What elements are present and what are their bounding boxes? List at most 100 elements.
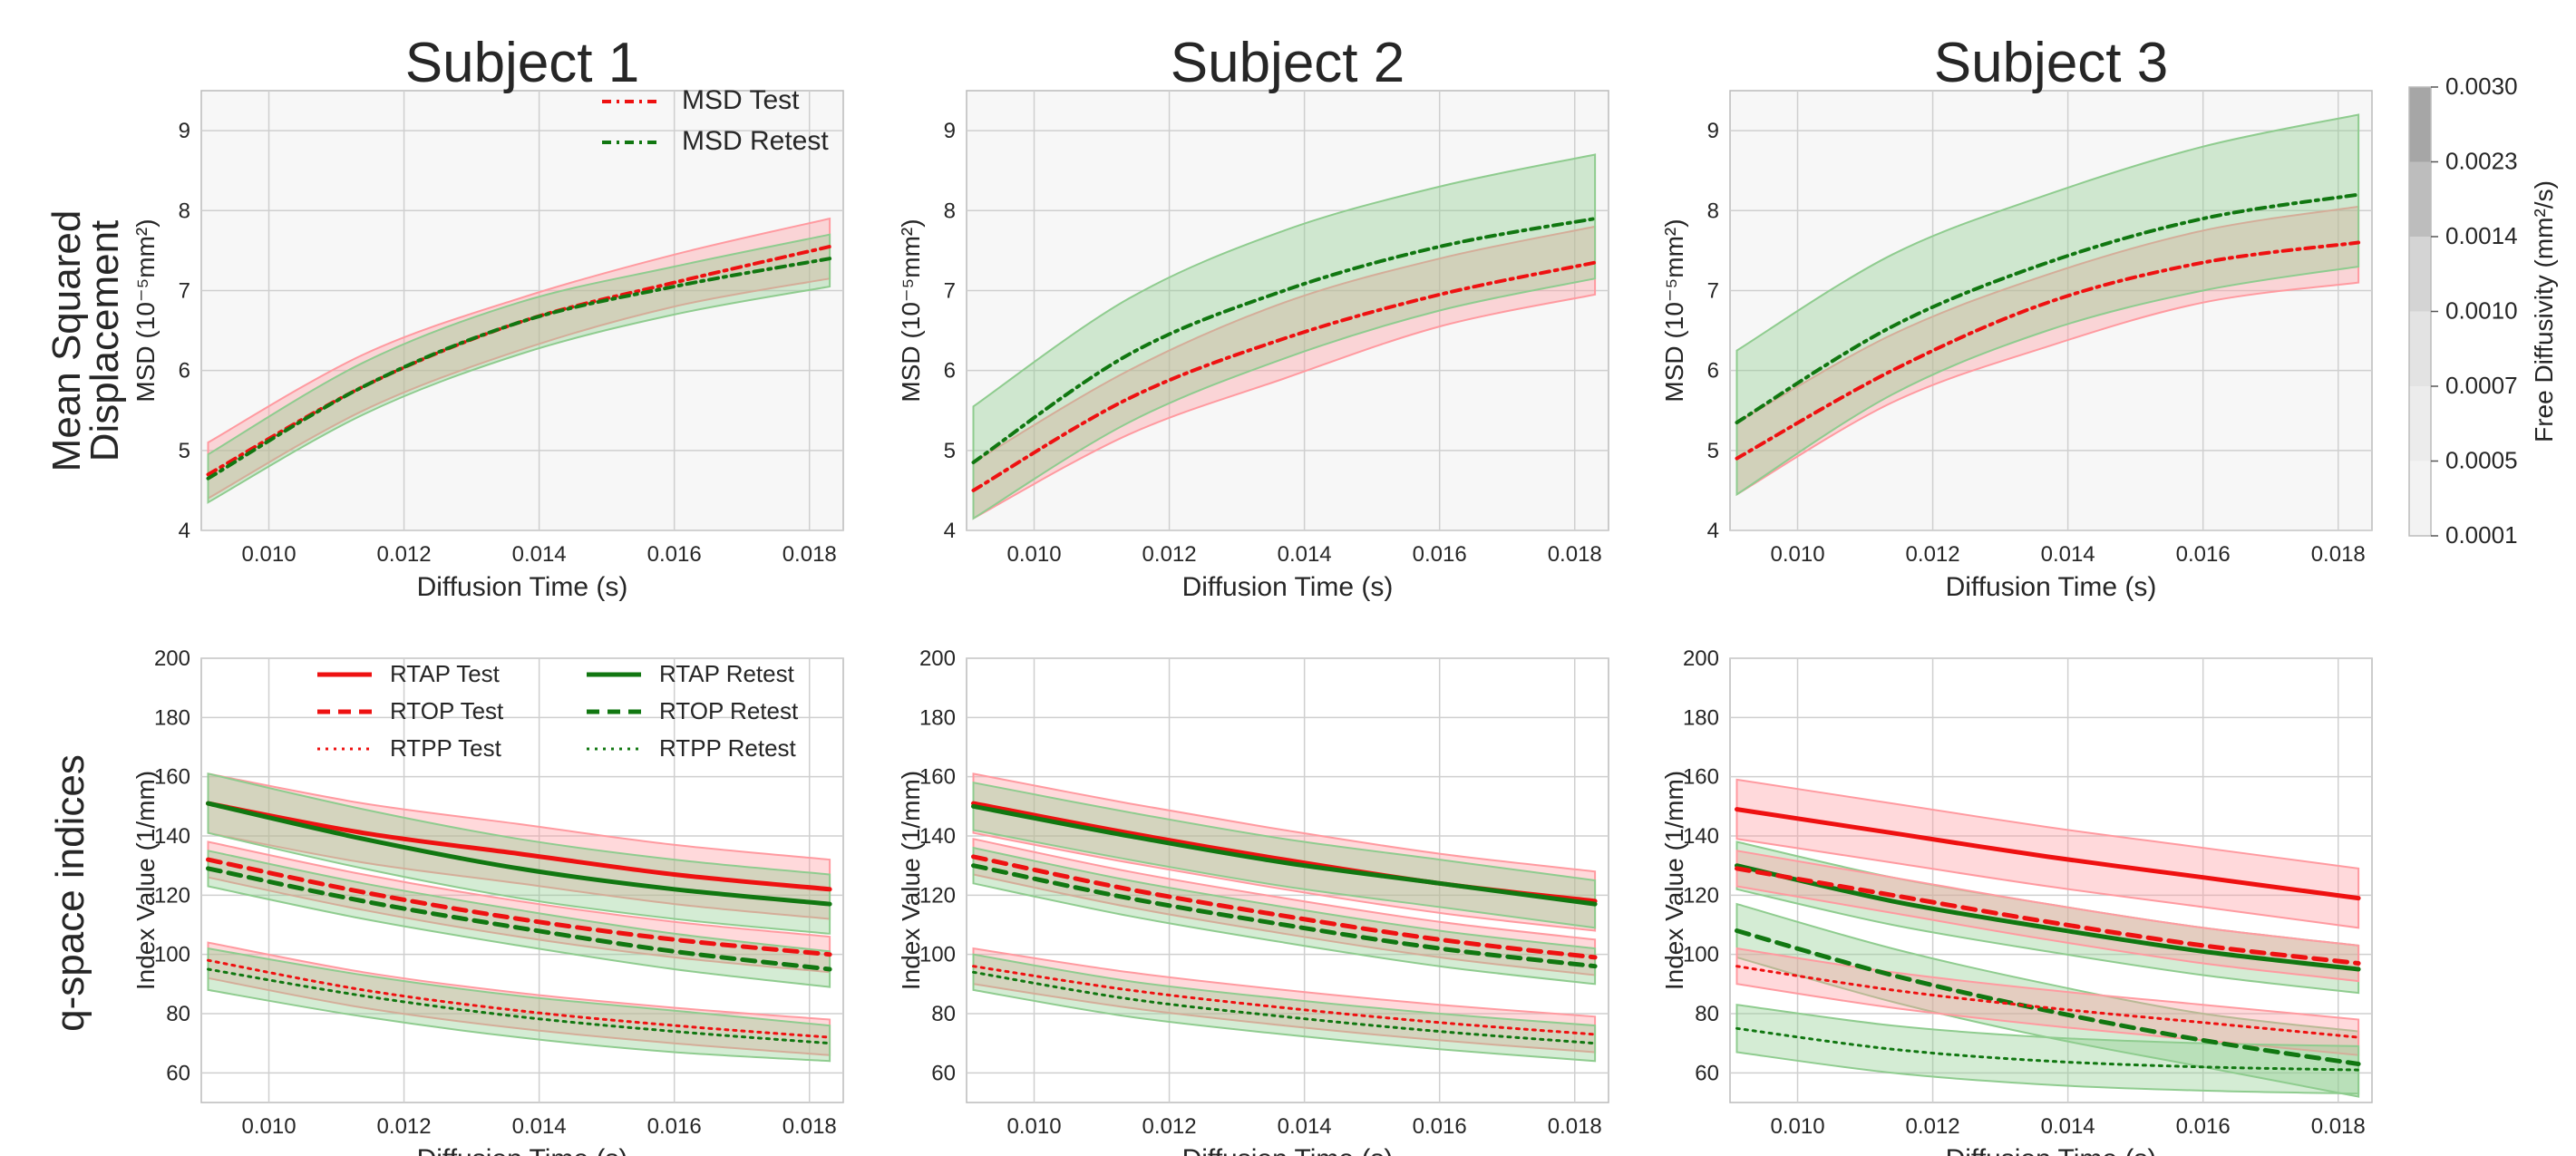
y-tick-label: 5 bbox=[1707, 439, 1719, 463]
x-axis-label: Diffusion Time (s) bbox=[1946, 1144, 2157, 1156]
y-tick-label: 120 bbox=[1683, 883, 1719, 908]
colorbar-tick-label: 0.0007 bbox=[2445, 372, 2518, 399]
y-tick-label: 140 bbox=[919, 824, 956, 849]
series-group bbox=[206, 772, 832, 1063]
series-line-msd-test bbox=[1735, 240, 2361, 461]
colorbar: 0.0030 0.0023 0.0014 0.0010 0.0007 0.0005 0.00… bbox=[2408, 73, 2558, 549]
x-tick-label: 0.018 bbox=[2311, 542, 2366, 567]
y-axis-label: Index Value (1/mm) bbox=[897, 771, 925, 990]
legend: MSD Test MSD Retest bbox=[602, 85, 829, 156]
band-rtpp-retest bbox=[207, 947, 831, 1063]
band-rtap-retest bbox=[972, 781, 1597, 929]
y-tick-label: 8 bbox=[179, 199, 190, 223]
x-tick-label: 0.018 bbox=[783, 1114, 837, 1139]
y-axis-label: Index Value (1/mm) bbox=[1660, 771, 1688, 990]
colorbar-segment-4 bbox=[2409, 386, 2431, 461]
y-tick-label: 6 bbox=[179, 359, 190, 384]
legend-entry: RTPP Retest bbox=[659, 734, 797, 762]
panel-title: Subject 2 bbox=[1171, 32, 1405, 94]
grid bbox=[967, 657, 1609, 1103]
plot-background bbox=[200, 90, 844, 531]
x-axis-label: Diffusion Time (s) bbox=[417, 1144, 628, 1156]
band-rtap-test bbox=[1735, 778, 2360, 929]
panel-title: Subject 3 bbox=[1934, 32, 2169, 94]
y-tick-label: 6 bbox=[944, 359, 956, 384]
y-tick-label: 7 bbox=[944, 278, 956, 303]
x-tick-label: 0.010 bbox=[241, 542, 296, 567]
colorbar-segment-5 bbox=[2409, 461, 2431, 536]
band-msd-retest bbox=[972, 153, 1597, 520]
series-line-rtop-retest bbox=[1735, 928, 2361, 1066]
panel-title: Subject 1 bbox=[405, 32, 640, 94]
series-line-rtpp-test bbox=[972, 965, 1597, 1036]
x-tick-label: 0.014 bbox=[2041, 542, 2095, 567]
series-line-msd-retest bbox=[1735, 192, 2361, 424]
y-tick-label: 6 bbox=[1707, 359, 1719, 384]
row-label-qspace: q-space indices bbox=[48, 754, 92, 1032]
row-label-msd-line2: Displacement bbox=[83, 220, 127, 462]
x-tick-label: 0.012 bbox=[1906, 1114, 1960, 1139]
band-rtop-test bbox=[1735, 850, 2360, 983]
colorbar-tick-label: 0.0001 bbox=[2445, 521, 2518, 549]
series-group bbox=[1735, 778, 2361, 1098]
grid bbox=[1730, 91, 2372, 531]
band-rtop-retest bbox=[1735, 902, 2360, 1098]
band-rtpp-retest bbox=[1735, 1004, 2360, 1095]
y-tick-label: 4 bbox=[944, 519, 956, 543]
y-tick-label: 160 bbox=[1683, 765, 1719, 790]
colorbar-label: Free Diffusivity (mm²/s) bbox=[2530, 180, 2558, 442]
y-tick-label: 180 bbox=[1683, 705, 1719, 730]
colorbar-tick-label: 0.0023 bbox=[2445, 148, 2518, 175]
series-line-rtap-retest bbox=[971, 803, 1598, 907]
y-tick-label: 9 bbox=[944, 119, 956, 143]
y-tick-label: 60 bbox=[1695, 1061, 1719, 1085]
y-tick-label: 120 bbox=[154, 883, 190, 908]
x-tick-label: 0.012 bbox=[1906, 542, 1960, 567]
series-line-rtpp-test bbox=[1735, 965, 2360, 1039]
y-tick-label: 100 bbox=[1683, 943, 1719, 967]
y-tick-label: 7 bbox=[1707, 278, 1719, 303]
x-tick-label: 0.016 bbox=[2176, 1114, 2231, 1139]
x-tick-label: 0.014 bbox=[1278, 542, 1332, 567]
legend: RTAP Test RTAP Retest RTOP Test RTOP Retest… bbox=[317, 660, 799, 762]
y-tick-label: 60 bbox=[166, 1061, 190, 1085]
series-line-rtap-test bbox=[206, 801, 832, 892]
x-axis-label: Diffusion Time (s) bbox=[417, 572, 628, 602]
x-tick-label: 0.012 bbox=[377, 1114, 432, 1139]
panel-msd-2: 0.010 0.012 0.014 0.016 0.018 4 5 6 7 8 9 Diffusion… bbox=[897, 32, 1609, 602]
panel-msd-1: 0.010 0.012 0.014 0.016 0.018 4 5 6 7 8 9 Diffusion… bbox=[131, 32, 844, 602]
band-msd-retest bbox=[207, 233, 831, 504]
plot-background bbox=[1729, 90, 2373, 531]
plot-background bbox=[966, 90, 1609, 531]
y-tick-label: 8 bbox=[944, 199, 956, 223]
series-group bbox=[971, 772, 1598, 1063]
y-tick-label: 160 bbox=[919, 765, 956, 790]
series-group bbox=[206, 217, 832, 504]
y-tick-label: 180 bbox=[154, 705, 190, 730]
y-tick-label: 140 bbox=[1683, 824, 1719, 849]
x-tick-label: 0.010 bbox=[1006, 1114, 1061, 1139]
x-tick-label: 0.014 bbox=[2041, 1114, 2095, 1139]
x-tick-label: 0.012 bbox=[377, 542, 432, 567]
y-tick-label: 5 bbox=[944, 439, 956, 463]
series-line-rtap-test bbox=[1735, 807, 2361, 901]
x-tick-label: 0.018 bbox=[1548, 542, 1602, 567]
y-tick-label: 5 bbox=[179, 439, 190, 463]
series-line-rtop-test bbox=[1735, 866, 2361, 966]
y-tick-label: 100 bbox=[154, 943, 190, 967]
panel-msd-3: 0.010 0.012 0.014 0.016 0.018 4 5 6 7 8 9 Diffusion… bbox=[1660, 32, 2373, 602]
y-tick-label: 100 bbox=[919, 943, 956, 967]
panel-q-1: 0.010 0.012 0.014 0.016 0.018 60 80 100 120 140 16… bbox=[131, 646, 844, 1156]
colorbar-segment-1 bbox=[2409, 161, 2431, 237]
colorbar-segment-0 bbox=[2409, 87, 2431, 162]
x-tick-label: 0.018 bbox=[783, 542, 837, 567]
y-tick-label: 4 bbox=[1707, 519, 1719, 543]
y-tick-label: 9 bbox=[179, 119, 190, 143]
x-tick-label: 0.010 bbox=[1006, 542, 1061, 567]
x-tick-label: 0.018 bbox=[1548, 1114, 1602, 1139]
series-line-msd-retest bbox=[206, 257, 832, 481]
x-tick-label: 0.018 bbox=[2311, 1114, 2366, 1139]
y-tick-label: 60 bbox=[931, 1061, 956, 1085]
legend-entry: MSD Test bbox=[682, 85, 800, 115]
